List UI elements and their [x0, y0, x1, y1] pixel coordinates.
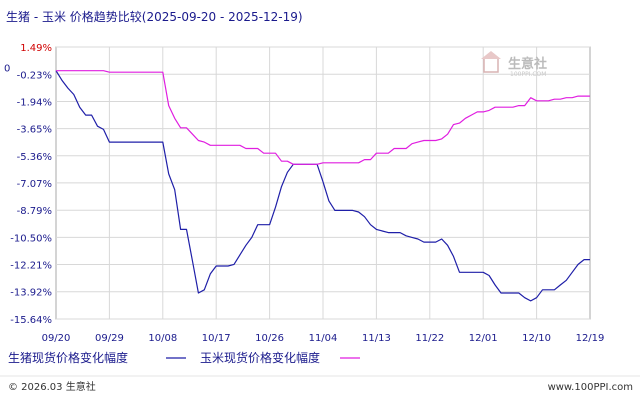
y-tick-label: -0.23% [17, 70, 52, 81]
x-tick-label: 11/04 [309, 333, 338, 344]
x-tick-label: 11/22 [415, 333, 444, 344]
footer-site-link[interactable]: www.100PPI.com [548, 382, 633, 393]
footer-copyright: © 2026.03 生意社 [8, 380, 96, 393]
x-tick-label: 10/26 [255, 333, 284, 344]
y-tick-label: -8.79% [17, 206, 52, 217]
y-tick-label: -7.07% [17, 179, 52, 190]
y-tick-label: -3.65% [17, 125, 52, 136]
x-tick-label: 12/01 [469, 333, 498, 344]
x-tick-label: 12/10 [522, 333, 551, 344]
x-tick-label: 10/17 [202, 333, 231, 344]
x-tick-label: 10/08 [148, 333, 177, 344]
x-tick-label: 09/20 [42, 333, 71, 344]
series-line-2 [56, 70, 590, 165]
y-tick-label: 1.49% [20, 43, 52, 54]
x-axis-ticks: 09/20 09/29 10/08 10/17 10/26 11/04 11/13 11/22… [42, 333, 605, 344]
legend-label-series-1: 生猪现货价格变化幅度 [8, 350, 128, 365]
series-line-1 [55, 70, 590, 302]
grid-lines [56, 46, 590, 320]
y-tick-label: -15.64% [10, 315, 52, 326]
logo-roof-icon [481, 51, 501, 59]
x-tick-label: 12/19 [576, 333, 605, 344]
legend: 生猪现货价格变化幅度 玉米现货价格变化幅度 [8, 350, 360, 365]
series-lines [55, 70, 590, 302]
x-tick-label: 09/29 [95, 333, 124, 344]
y-tick-label: -1.94% [17, 97, 52, 108]
watermark-brand: 生意社 [508, 56, 547, 72]
chart-title: 生猪 - 玉米 价格趋势比较(2025-09-20 - 2025-12-19) [6, 9, 303, 24]
watermark-url: 100PPI.COM [510, 71, 546, 78]
y-tick-label: -10.50% [10, 233, 52, 244]
x-tick-label: 11/13 [362, 333, 391, 344]
legend-label-series-2: 玉米现货价格变化幅度 [200, 350, 320, 365]
watermark-logo: 生意社 100PPI.COM [481, 51, 547, 78]
y-tick-label: -13.92% [10, 288, 52, 299]
y-tick-label: -12.21% [10, 261, 52, 272]
y-axis-ticks: 1.49% -0.23% -1.94% -3.65% -5.36% -7.07% -8.79… [4, 43, 52, 326]
y-zero-label: 0 [4, 64, 10, 75]
y-tick-label: -5.36% [17, 152, 52, 163]
